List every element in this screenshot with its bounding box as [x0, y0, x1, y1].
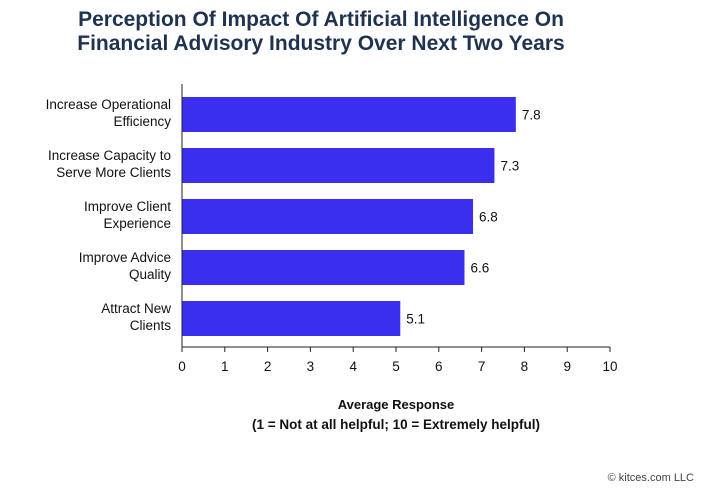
x-tick-label-2: 2 — [264, 359, 272, 374]
x-tick-label-0: 0 — [178, 359, 186, 374]
x-tick-label-6: 6 — [435, 359, 443, 374]
x-tick-label-7: 7 — [478, 359, 486, 374]
category-label-1-1: Serve More Clients — [56, 165, 171, 180]
category-label-0-1: Efficiency — [113, 114, 171, 129]
x-tick-label-1: 1 — [221, 359, 229, 374]
chart-title: Perception Of Impact Of Artificial Intel… — [0, 8, 642, 56]
data-label-1: 7.3 — [500, 159, 519, 174]
x-tick-label-5: 5 — [392, 359, 400, 374]
copyright-credit: © kitces.com LLC — [607, 472, 694, 484]
chart-title-line-1: Perception Of Impact Of Artificial Intel… — [78, 8, 564, 31]
category-label-0-0: Increase Operational — [46, 97, 171, 112]
category-label-2-0: Improve Client — [84, 199, 171, 214]
category-label-3-0: Improve Advice — [79, 250, 171, 265]
x-tick-label-3: 3 — [307, 359, 315, 374]
category-label-3-1: Quality — [129, 267, 171, 282]
bar-1 — [182, 148, 495, 183]
category-label-4-1: Clients — [130, 318, 172, 333]
x-axis-title: Average Response — [337, 397, 455, 412]
bar-4 — [182, 301, 401, 336]
category-label-4-0: Attract New — [101, 301, 171, 316]
x-tick-label-4: 4 — [349, 359, 357, 374]
bar-2 — [182, 199, 474, 234]
chart-title-line-2: Financial Advisory Industry Over Next Tw… — [77, 32, 565, 55]
x-tick-label-9: 9 — [563, 359, 571, 374]
data-label-3: 6.6 — [470, 261, 489, 276]
bar-3 — [182, 250, 465, 285]
x-axis-subtitle: (1 = Not at all helpful; 10 = Extremely … — [251, 417, 541, 432]
x-tick-label-10: 10 — [602, 359, 617, 374]
bar-0 — [182, 97, 516, 132]
category-label-1-0: Increase Capacity to — [48, 148, 171, 163]
data-label-4: 5.1 — [406, 312, 425, 327]
category-label-2-1: Experience — [103, 216, 171, 231]
data-label-0: 7.8 — [522, 108, 541, 123]
data-label-2: 6.8 — [479, 210, 498, 225]
x-tick-label-8: 8 — [521, 359, 529, 374]
